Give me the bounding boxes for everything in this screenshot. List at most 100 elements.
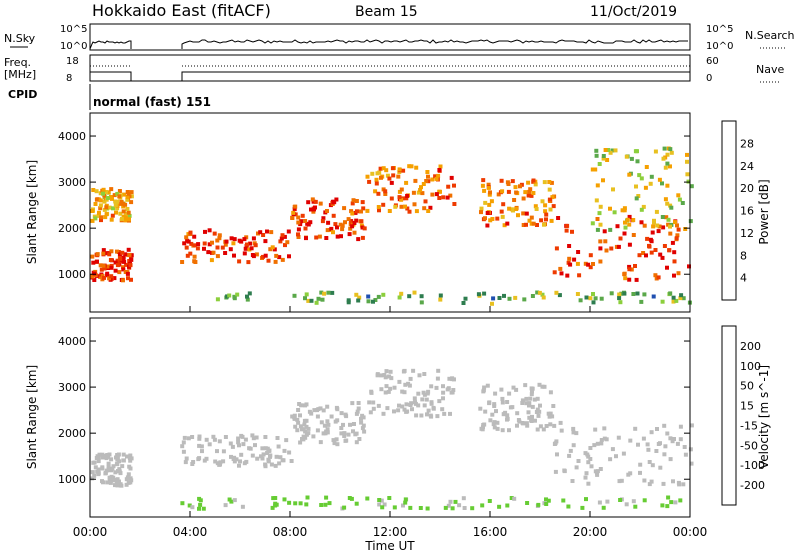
echo-cell xyxy=(535,427,540,432)
echo-cell xyxy=(110,478,115,483)
echo-cell xyxy=(594,153,599,158)
echo-cell xyxy=(538,424,543,429)
echo-cell xyxy=(373,189,378,194)
echo-cell xyxy=(660,215,665,219)
echo-cell xyxy=(598,204,603,209)
echo-cell xyxy=(487,192,492,197)
echo-cell xyxy=(500,214,505,219)
echo-cell xyxy=(527,189,532,194)
echo-cell xyxy=(108,480,113,485)
echo-cell xyxy=(245,242,249,247)
echo-cell xyxy=(512,198,517,202)
echo-cell xyxy=(296,408,301,412)
echo-cell xyxy=(535,396,540,401)
echo-cell xyxy=(300,437,304,441)
echo-cell xyxy=(237,238,242,243)
echo-cell xyxy=(651,224,656,229)
echo-cell xyxy=(306,222,311,227)
echo-cell xyxy=(287,450,292,455)
echo-cell xyxy=(211,434,216,439)
echo-cell xyxy=(542,222,546,227)
echo-cell xyxy=(325,419,330,424)
echo-cell xyxy=(107,252,112,257)
echo-cell xyxy=(516,418,521,422)
y-tick-label: 3000 xyxy=(58,176,86,189)
colorbar-tick-label: 200 xyxy=(740,340,761,353)
echo-cell xyxy=(565,223,570,228)
echo-cell xyxy=(397,295,402,300)
colorbar-tick-label: 20 xyxy=(740,182,754,195)
echo-cell xyxy=(115,249,119,254)
echo-cell xyxy=(682,445,687,449)
echo-cell xyxy=(115,457,120,462)
echo-cell xyxy=(260,446,265,451)
echo-cell xyxy=(128,480,133,485)
echo-cell xyxy=(419,294,424,299)
echo-cell xyxy=(121,209,126,214)
echo-cell xyxy=(326,422,331,427)
echo-cell xyxy=(492,425,497,430)
echo-cell xyxy=(479,210,483,215)
echo-cell xyxy=(538,403,542,408)
echo-cell xyxy=(105,480,110,485)
echo-cell xyxy=(96,467,101,472)
echo-cell xyxy=(129,190,134,195)
date-label: 11/Oct/2019 xyxy=(590,4,677,20)
colorbar-tick-label: -50 xyxy=(740,439,758,452)
echo-cell xyxy=(321,408,326,413)
echo-cell xyxy=(115,477,120,482)
echo-cell xyxy=(565,273,570,278)
echo-cell xyxy=(608,206,612,211)
echo-cell xyxy=(126,247,131,252)
echo-cell xyxy=(111,206,115,211)
echo-cell xyxy=(655,223,660,228)
echo-cell xyxy=(314,235,319,240)
echo-cell xyxy=(286,229,291,234)
echo-cell xyxy=(556,216,561,220)
echo-cell xyxy=(115,462,120,466)
echo-cell xyxy=(441,384,445,389)
echo-cell xyxy=(537,409,542,414)
echo-cell xyxy=(101,454,106,459)
echo-cell xyxy=(622,291,627,296)
echo-cell xyxy=(678,437,683,442)
echo-cell xyxy=(425,412,429,417)
velocity-y-ticks: 1000 2000 3000 4000 xyxy=(58,335,690,486)
echo-cell xyxy=(256,231,260,236)
echo-cell xyxy=(127,217,131,222)
echo-cell xyxy=(311,434,316,439)
echo-cell xyxy=(107,452,112,457)
echo-cell xyxy=(437,189,442,194)
echo-cell xyxy=(215,297,220,302)
echo-cell xyxy=(593,296,598,301)
echo-cell xyxy=(348,226,353,231)
echo-cell xyxy=(128,458,133,463)
echo-cell xyxy=(487,499,492,503)
echo-cell xyxy=(507,206,512,211)
echo-cell xyxy=(128,263,133,268)
echo-cell xyxy=(217,236,222,241)
echo-cell xyxy=(527,415,532,420)
echo-cell xyxy=(665,265,669,270)
freq-label-1: Freq. xyxy=(4,56,31,69)
echo-cell xyxy=(277,461,282,466)
echo-cell xyxy=(609,291,614,296)
echo-cell xyxy=(366,299,371,304)
echo-cell xyxy=(387,209,392,213)
echo-cell xyxy=(278,455,283,460)
echo-cell xyxy=(360,225,365,230)
echo-cell xyxy=(445,387,450,392)
echo-cell xyxy=(331,230,335,235)
echo-cell xyxy=(611,187,615,192)
echo-cell xyxy=(127,464,132,469)
echo-cell xyxy=(521,421,526,426)
velocity-panel: 1000 2000 3000 4000 Slant Range [km] -200 -1… xyxy=(25,317,771,518)
echo-cell xyxy=(407,209,412,214)
echo-cell xyxy=(676,193,681,198)
echo-cell xyxy=(678,424,683,429)
echo-cell xyxy=(121,278,125,283)
echo-cell xyxy=(586,262,591,267)
echo-cell xyxy=(481,178,486,183)
echo-cell xyxy=(325,404,330,409)
echo-cell xyxy=(92,278,97,282)
